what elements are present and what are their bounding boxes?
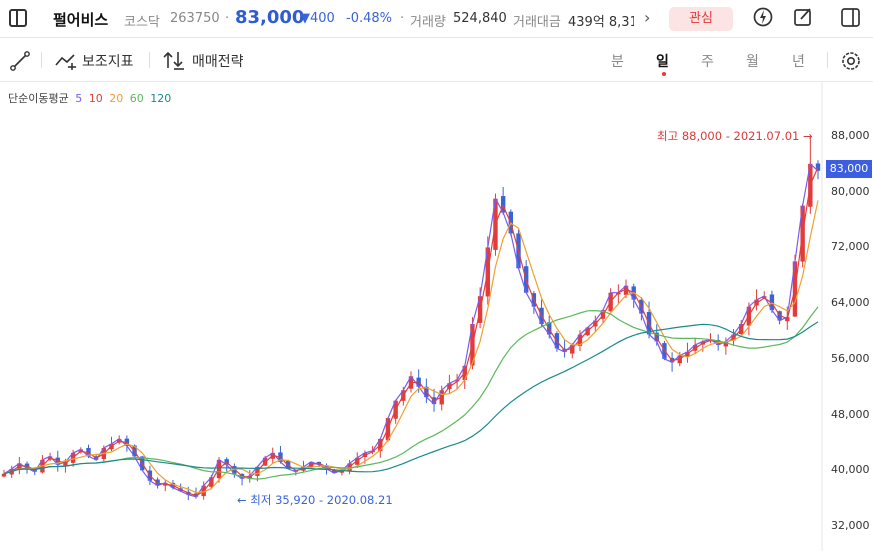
- panel-icon[interactable]: [840, 7, 862, 29]
- period-week[interactable]: 주: [701, 54, 714, 70]
- ma-legend-60: 60: [129, 92, 144, 105]
- y-tick-label: 72,000: [831, 240, 870, 254]
- divider: [827, 52, 828, 68]
- volume-label: 거래량: [410, 15, 446, 30]
- stock-header: 펄어비스 코스닥 263750 · 83,000 ▼400 -0.48% · 거…: [0, 0, 873, 38]
- stock-code: 263750: [170, 11, 220, 26]
- ma-line-10: [3, 167, 819, 497]
- candle-body: [355, 457, 360, 465]
- y-tick-label: 80,000: [831, 184, 870, 198]
- ma-legend: 단순이동평균 5 10 20 60 120: [8, 90, 174, 106]
- candle-body: [1, 473, 7, 477]
- period-minute[interactable]: 분: [611, 54, 624, 70]
- ma-legend-title: 단순이동평균: [8, 92, 69, 105]
- ma-legend-5: 5: [75, 92, 83, 105]
- divider: [149, 52, 150, 68]
- stock-name: 펄어비스: [53, 11, 109, 29]
- candle-body: [723, 341, 729, 347]
- ma-legend-120: 120: [150, 92, 172, 105]
- y-tick-label: 40,000: [831, 463, 870, 477]
- y-tick-label: 56,000: [831, 351, 870, 365]
- y-tick-label: 88,000: [831, 129, 870, 142]
- candle-body: [815, 163, 821, 171]
- period-day[interactable]: 일: [656, 54, 669, 70]
- draw-line-icon[interactable]: [9, 50, 31, 72]
- price-change-pct: -0.48%: [346, 11, 392, 26]
- indicator-icon[interactable]: [54, 50, 78, 70]
- y-tick-label: 48,000: [831, 407, 870, 421]
- sidebar-toggle-icon[interactable]: [9, 9, 27, 27]
- chevron-right-icon[interactable]: ›: [644, 8, 651, 27]
- candle-body: [623, 285, 629, 295]
- ma-legend-20: 20: [109, 92, 124, 105]
- ma-line-60: [3, 306, 819, 480]
- price-change: ▼400: [300, 11, 335, 26]
- favorite-button[interactable]: 관심: [669, 7, 733, 31]
- amount-value: 439억 8,31: [568, 15, 634, 30]
- low-annotation: ← 최저 35,920 - 2020.08.21: [237, 493, 393, 507]
- candle-body: [454, 379, 460, 382]
- chart-toolbar: 보조지표 매매전략 분 일 주 월 년: [0, 38, 873, 82]
- y-tick-label: 64,000: [831, 296, 870, 310]
- period-year[interactable]: 년: [792, 54, 805, 70]
- candle-body: [769, 294, 775, 311]
- candle-body: [116, 438, 122, 443]
- market-label: 코스닥: [124, 15, 160, 30]
- period-month[interactable]: 월: [746, 54, 759, 70]
- separator-dot: ·: [225, 11, 230, 26]
- ma-line-5: [3, 162, 819, 498]
- separator-dot: ·: [400, 11, 405, 26]
- active-period-dot: [662, 72, 666, 76]
- edit-icon[interactable]: [792, 6, 814, 28]
- high-annotation: 최고 88,000 - 2021.07.01 →: [657, 129, 813, 143]
- settings-icon[interactable]: [840, 50, 862, 72]
- flash-icon[interactable]: [752, 6, 774, 28]
- current-price: 83,000: [235, 7, 305, 28]
- y-tick-label: 32,000: [831, 519, 870, 532]
- ma-line-120: [3, 321, 819, 475]
- candle-body: [408, 376, 414, 389]
- strategy-button[interactable]: 매매전략: [192, 54, 244, 70]
- indicator-button[interactable]: 보조지표: [82, 54, 134, 70]
- divider: [41, 52, 42, 68]
- volume-value: 524,840: [453, 11, 507, 26]
- strategy-icon[interactable]: [162, 50, 186, 70]
- current-price-badge: 83,000: [826, 160, 872, 178]
- candle-body: [86, 447, 91, 457]
- candle-body: [55, 457, 60, 465]
- ma-legend-10: 10: [88, 92, 103, 105]
- candle-body: [570, 344, 575, 354]
- amount-label: 거래대금: [513, 15, 561, 30]
- ma-line-20: [3, 200, 819, 494]
